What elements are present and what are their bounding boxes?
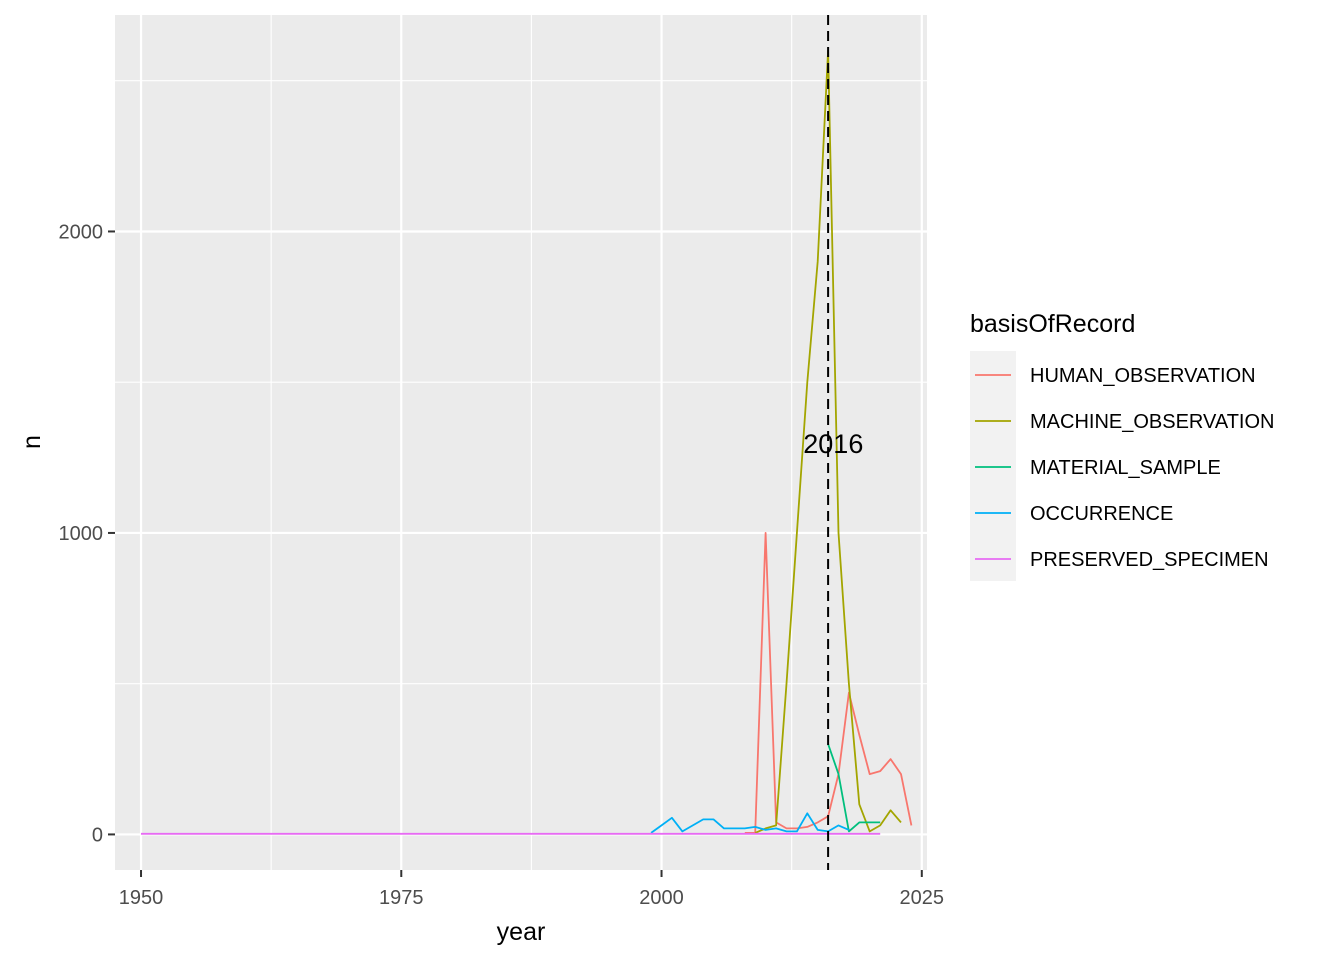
x-tick-label: 2000 xyxy=(639,887,684,909)
x-axis: 1950 1975 2000 2025 xyxy=(119,870,944,909)
reference-line-label: 2016 xyxy=(803,429,863,459)
series-line-material-sample xyxy=(827,743,881,833)
y-tick-label: 1000 xyxy=(59,523,104,545)
legend: basisOfRecord HUMAN_OBSERVATION MACHINE_O… xyxy=(970,310,1275,581)
series-line-occurrence xyxy=(650,812,850,834)
y-axis: 0 1000 2000 xyxy=(59,221,115,846)
legend-label: OCCURRENCE xyxy=(1030,503,1173,525)
legend-label: MATERIAL_SAMPLE xyxy=(1030,457,1221,479)
x-tick-label: 1975 xyxy=(379,887,424,909)
x-tick-label: 1950 xyxy=(119,887,164,909)
legend-key-background xyxy=(970,351,1016,581)
legend-title: basisOfRecord xyxy=(970,310,1135,338)
legend-items: HUMAN_OBSERVATION MACHINE_OBSERVATION MATE… xyxy=(975,365,1275,571)
grid-minor xyxy=(115,15,927,870)
legend-label: HUMAN_OBSERVATION xyxy=(1030,365,1256,387)
y-tick-label: 2000 xyxy=(59,221,104,243)
x-tick-label: 2025 xyxy=(900,887,945,909)
x-axis-title: year xyxy=(497,918,546,946)
legend-label: PRESERVED_SPECIMEN xyxy=(1030,549,1269,571)
y-axis-title: n xyxy=(18,435,46,449)
y-tick-label: 0 xyxy=(92,824,103,846)
legend-label: MACHINE_OBSERVATION xyxy=(1030,411,1275,433)
